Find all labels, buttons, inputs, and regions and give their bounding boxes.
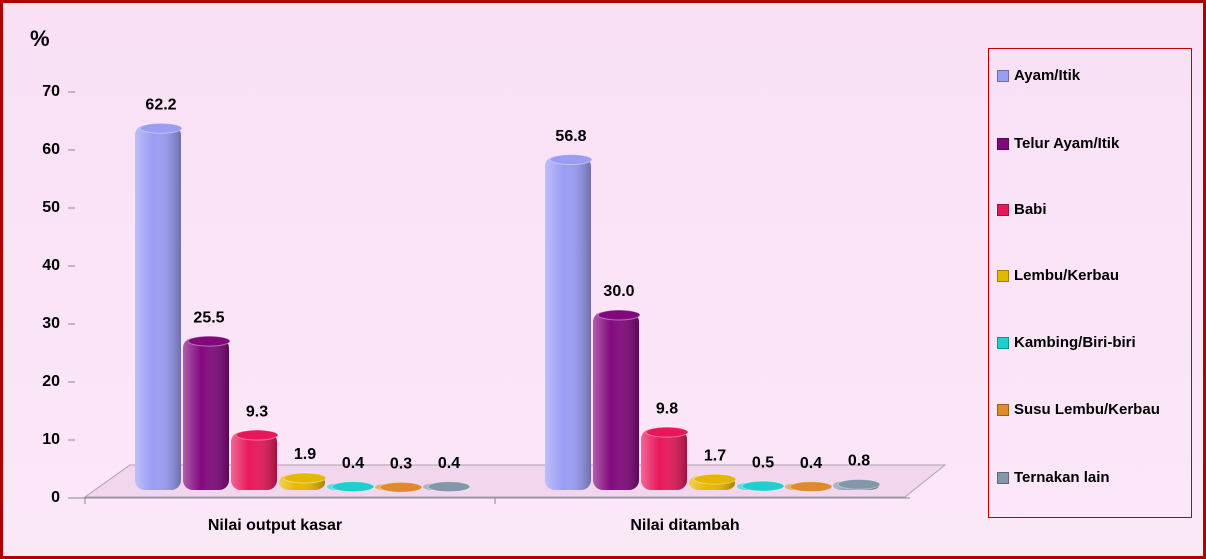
bar-top <box>693 473 737 485</box>
bar-top <box>235 429 279 441</box>
data-label: 30.0 <box>603 283 634 300</box>
bar-shade <box>135 125 181 491</box>
data-label: 1.7 <box>704 447 726 464</box>
bar-top <box>837 478 881 490</box>
y-tick-label: 60 <box>42 141 60 158</box>
bar-top <box>139 122 183 134</box>
bar-top <box>789 481 833 493</box>
bar-shade <box>231 432 277 490</box>
data-label: 0.4 <box>342 455 364 472</box>
legend-swatch <box>997 337 1009 349</box>
legend-swatch <box>997 138 1009 150</box>
data-label: 0.8 <box>848 453 870 470</box>
bar-top <box>645 426 689 438</box>
legend-swatch <box>997 404 1009 416</box>
y-tick-label: 20 <box>42 373 60 390</box>
data-label: 0.4 <box>800 455 822 472</box>
legend-label: Kambing/Biri-biri <box>1014 334 1136 351</box>
y-tick-label: 0 <box>51 489 60 506</box>
legend-swatch <box>997 270 1009 282</box>
legend-label: Susu Lembu/Kerbau <box>1014 401 1160 418</box>
data-label: 9.8 <box>656 400 678 417</box>
legend-item: Ayam/Itik <box>997 67 1187 84</box>
bar-shade <box>593 312 639 490</box>
legend-item: Kambing/Biri-biri <box>997 334 1187 351</box>
bar-top <box>597 309 641 321</box>
legend-swatch <box>997 472 1009 484</box>
x-tick-label: Nilai ditambah <box>630 517 739 534</box>
y-tick-label: 10 <box>42 431 60 448</box>
bar-top <box>187 335 231 347</box>
x-tick-label: Nilai output kasar <box>208 517 342 534</box>
bar-top <box>549 154 593 166</box>
legend-item: Ternakan lain <box>997 469 1187 486</box>
y-tick-label: 70 <box>42 83 60 100</box>
legend-label: Ternakan lain <box>1014 469 1110 486</box>
legend-label: Lembu/Kerbau <box>1014 267 1120 284</box>
legend-item: Babi <box>997 201 1187 218</box>
bar-top <box>283 472 327 484</box>
data-label: 25.5 <box>193 309 224 326</box>
data-label: 0.4 <box>438 455 460 472</box>
bar-shade <box>545 156 591 490</box>
legend: Ayam/Itik Telur Ayam/Itik Babi Lembu/Kerbau… <box>988 48 1192 518</box>
legend-swatch <box>997 204 1009 216</box>
legend-swatch <box>997 70 1009 82</box>
bar-top <box>379 481 423 493</box>
legend-label: Babi <box>1014 201 1047 218</box>
legend-item: Lembu/Kerbau <box>997 267 1187 284</box>
data-label: 0.3 <box>390 455 412 472</box>
y-tick-label: 50 <box>42 199 60 216</box>
data-label: 9.3 <box>246 403 268 420</box>
y-axis-label: % <box>30 26 50 51</box>
y-tick-label: 30 <box>42 315 60 332</box>
data-label: 0.5 <box>752 454 774 471</box>
bar-top <box>331 481 375 493</box>
bar-top <box>741 480 785 492</box>
y-tick-label: 40 <box>42 257 60 274</box>
bar-shade <box>183 338 229 490</box>
legend-item: Telur Ayam/Itik <box>997 135 1187 152</box>
data-label: 56.8 <box>555 128 586 145</box>
legend-label: Ayam/Itik <box>1014 67 1081 84</box>
data-label: 1.9 <box>294 446 316 463</box>
legend-label: Telur Ayam/Itik <box>1014 135 1120 152</box>
bar-shade <box>641 429 687 490</box>
bar-top <box>427 481 471 493</box>
data-label: 62.2 <box>145 96 176 113</box>
legend-item: Susu Lembu/Kerbau <box>997 401 1187 418</box>
